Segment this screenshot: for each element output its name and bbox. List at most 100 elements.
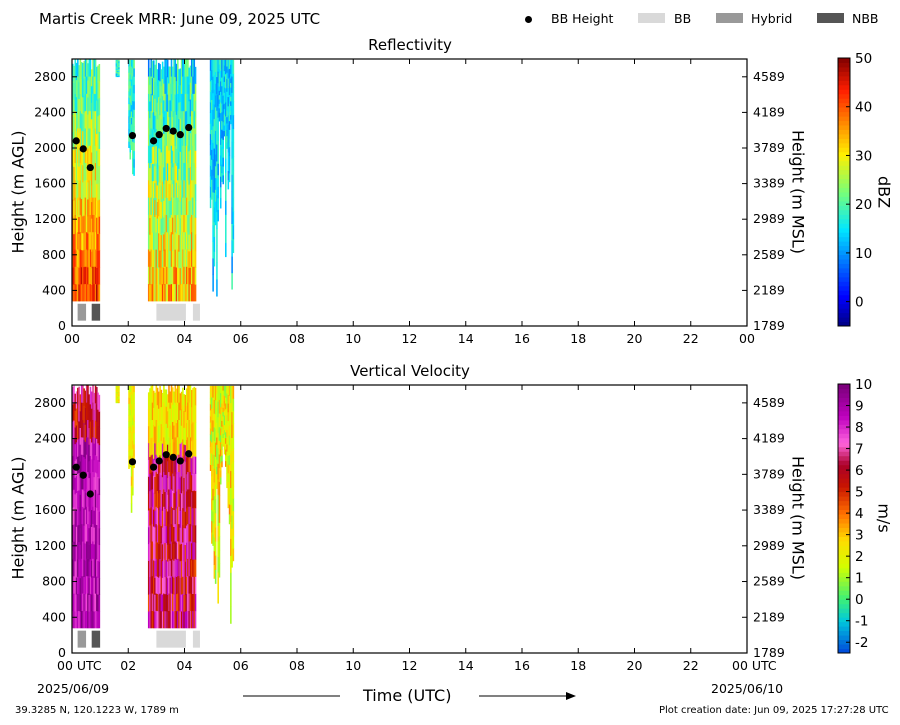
heatmap-cell	[80, 437, 83, 455]
heatmap-cell	[216, 473, 218, 482]
heatmap-cell	[231, 476, 233, 490]
colorbar-segment	[838, 276, 850, 282]
heatmap-cell	[216, 466, 218, 475]
heatmap-cell	[214, 83, 217, 96]
heatmap-cell	[223, 434, 226, 440]
heatmap-cell	[75, 79, 78, 98]
heatmap-cell	[163, 558, 165, 577]
heatmap-cell	[228, 77, 231, 87]
heatmap-cell	[92, 523, 94, 542]
heatmap-cell	[77, 76, 79, 94]
heatmap-cell	[226, 85, 228, 92]
heatmap-cell	[166, 94, 169, 112]
heatmap-cell	[84, 110, 87, 129]
heatmap-cell	[147, 231, 150, 250]
heatmap-cell	[193, 214, 196, 233]
heatmap-cell	[75, 492, 78, 510]
heatmap-cell	[209, 91, 212, 103]
heatmap-cell	[183, 427, 185, 445]
heatmap-cell	[231, 256, 233, 274]
reflectivity-title: Reflectivity	[368, 36, 452, 54]
heatmap-cell	[169, 442, 172, 460]
heatmap-cell	[225, 385, 227, 392]
heatmap-cell	[214, 154, 217, 167]
heatmap-cell	[98, 97, 101, 116]
heatmap-cell	[173, 231, 175, 250]
heatmap-cell	[226, 458, 228, 467]
heatmap-cell	[96, 404, 98, 422]
bb-type-nbb-bar	[91, 303, 101, 321]
heatmap-cell	[175, 593, 178, 612]
bb-type-bb-bar	[192, 630, 200, 648]
y-tick-right-label: 4189	[753, 104, 785, 119]
heatmap-cell	[216, 161, 218, 179]
heatmap-cell	[184, 528, 187, 546]
heatmap-cell	[156, 267, 159, 285]
heatmap-cell	[133, 117, 135, 127]
heatmap-cell	[159, 165, 161, 183]
colorbar-tick-label: 8	[855, 420, 864, 436]
heatmap-cell	[72, 250, 74, 268]
heatmap-cell	[171, 559, 174, 577]
colorbar-segment	[838, 178, 850, 184]
heatmap-cell	[168, 419, 170, 438]
heatmap-cell	[88, 231, 91, 250]
heatmap-cell	[132, 157, 134, 167]
heatmap-cell	[163, 100, 165, 118]
heatmap-cell	[118, 68, 120, 70]
heatmap-cell	[187, 523, 189, 542]
heatmap-cell	[150, 162, 153, 181]
heatmap-cell	[170, 266, 173, 285]
heatmap-cell	[171, 66, 174, 84]
heatmap-cell	[130, 394, 133, 405]
heatmap-cell	[89, 93, 92, 112]
heatmap-cell	[158, 611, 160, 629]
heatmap-cell	[217, 572, 219, 589]
heatmap-cell	[173, 249, 175, 267]
heatmap-cell	[188, 523, 191, 542]
y-tick-right-label: 2589	[753, 247, 785, 262]
heatmap-cell	[156, 507, 159, 526]
heatmap-cell	[183, 283, 185, 302]
heatmap-cell	[180, 492, 183, 511]
heatmap-cell	[187, 385, 189, 403]
heatmap-cell	[225, 214, 227, 229]
heatmap-cell	[158, 250, 160, 268]
heatmap-cell	[165, 249, 168, 267]
velocity-ylabel: Height (m AGL)	[8, 456, 28, 580]
heatmap-cell	[147, 59, 150, 77]
heatmap-cell	[150, 76, 153, 94]
heatmap-cell	[90, 509, 93, 527]
heatmap-cell	[74, 162, 77, 181]
heatmap-cell	[133, 420, 135, 428]
heatmap-cell	[165, 389, 168, 407]
heatmap-cell	[222, 390, 225, 395]
heatmap-cell	[133, 167, 135, 176]
heatmap-cell	[87, 63, 89, 81]
heatmap-cell	[223, 108, 226, 115]
heatmap-cell	[174, 283, 177, 302]
heatmap-cell	[80, 232, 83, 251]
colorbar-segment	[838, 599, 850, 605]
heatmap-cell	[147, 493, 150, 511]
heatmap-cell	[218, 454, 221, 469]
heatmap-cell	[128, 445, 130, 452]
heatmap-cell	[230, 87, 232, 93]
heatmap-cell	[88, 162, 91, 181]
heatmap-cell	[209, 440, 212, 447]
heatmap-cell	[92, 402, 94, 421]
heatmap-cell	[213, 550, 216, 565]
bb-height-point	[185, 123, 193, 132]
heatmap-cell	[79, 231, 82, 250]
heatmap-cell	[94, 128, 97, 146]
heatmap-cell	[219, 155, 222, 167]
heatmap-cell	[73, 385, 75, 404]
heatmap-cell	[213, 564, 216, 579]
heatmap-cell	[78, 541, 80, 560]
heatmap-cell	[89, 110, 92, 129]
heatmap-cell	[211, 498, 213, 510]
heatmap-cell	[85, 610, 88, 629]
heatmap-cell	[161, 426, 164, 444]
heatmap-cell	[87, 385, 89, 403]
heatmap-cell	[175, 216, 178, 234]
